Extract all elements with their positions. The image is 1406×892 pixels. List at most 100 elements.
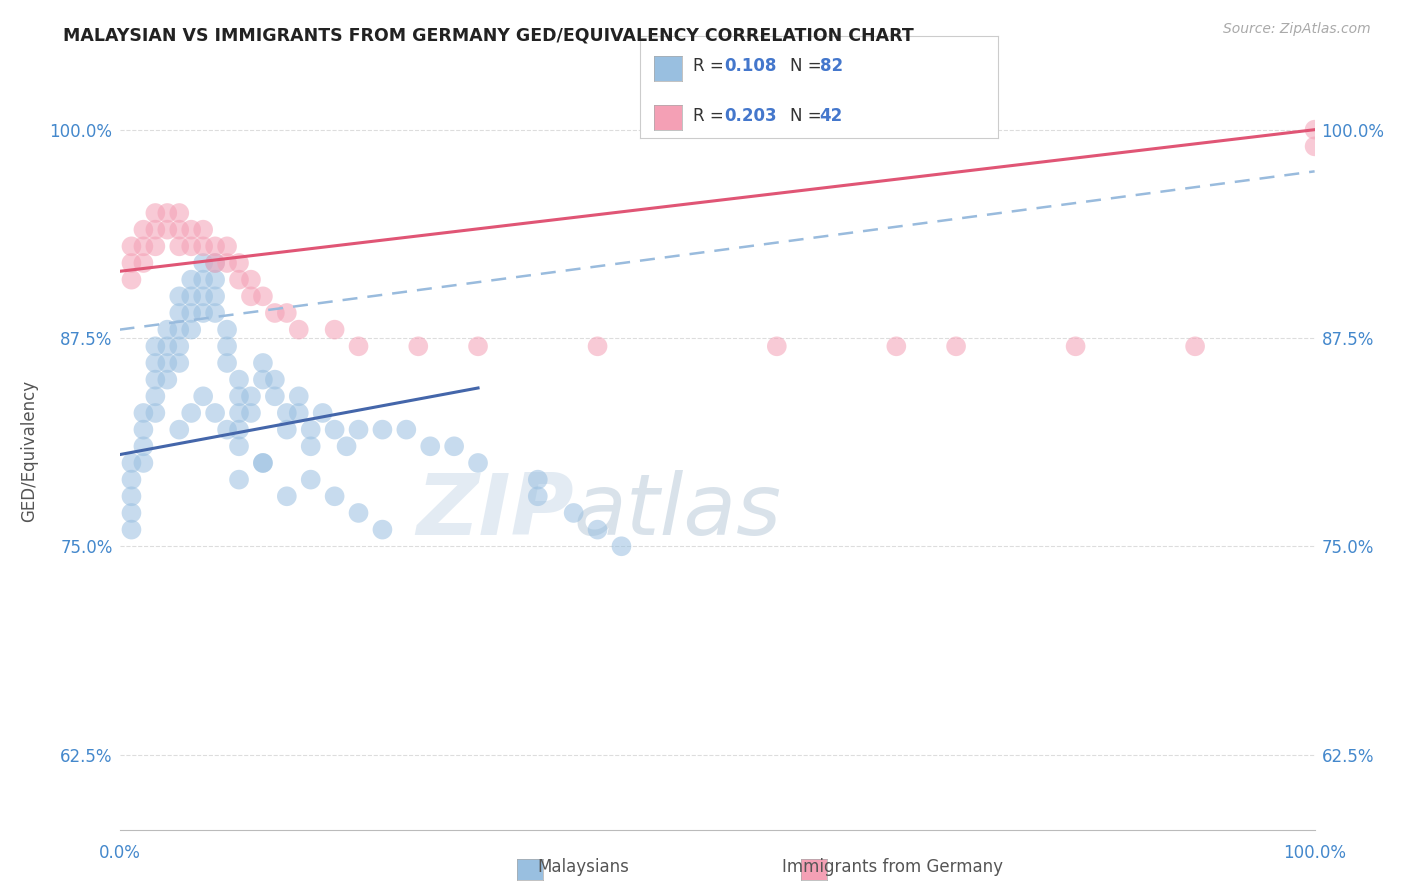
Point (443, 439, 465, 453)
Point (204, 406, 226, 420)
Point (145, 389, 166, 403)
Point (132, 456, 155, 470)
Point (121, 523, 143, 537)
Point (191, 256, 215, 270)
Text: 0.108: 0.108 (724, 57, 776, 76)
Point (1303, 139, 1326, 153)
Point (395, 423, 418, 437)
Point (191, 306, 215, 320)
Point (180, 323, 202, 337)
Point (204, 306, 226, 320)
Point (145, 222, 166, 236)
Point (204, 256, 226, 270)
Point (288, 389, 311, 403)
Text: N =: N = (790, 57, 827, 76)
Point (276, 423, 298, 437)
Point (169, 306, 191, 320)
Point (347, 339, 370, 353)
Text: Source: ZipAtlas.com: Source: ZipAtlas.com (1223, 22, 1371, 37)
Point (180, 273, 202, 287)
Point (264, 373, 287, 387)
Point (217, 356, 239, 370)
Point (180, 239, 202, 253)
Point (276, 406, 298, 420)
Text: 0.0%: 0.0% (98, 844, 141, 862)
Point (586, 523, 609, 537)
Text: 0.203: 0.203 (724, 107, 776, 125)
Point (121, 489, 143, 503)
Text: R =: R = (693, 107, 730, 125)
Point (228, 373, 250, 387)
Point (217, 423, 239, 437)
Text: atlas: atlas (574, 469, 782, 553)
Point (276, 306, 298, 320)
Point (145, 239, 166, 253)
Point (156, 222, 179, 236)
Point (145, 373, 166, 387)
Point (121, 239, 143, 253)
Point (371, 523, 394, 537)
Point (288, 323, 311, 337)
Text: ZIP: ZIP (416, 469, 574, 553)
Point (347, 423, 370, 437)
Point (1303, 122, 1326, 136)
Point (169, 206, 191, 220)
Point (169, 356, 191, 370)
Point (252, 456, 274, 470)
Point (264, 389, 287, 403)
Text: Malaysians: Malaysians (537, 858, 630, 876)
Point (239, 406, 263, 420)
Text: 100.0%: 100.0% (1284, 844, 1346, 862)
Point (217, 323, 239, 337)
Point (156, 373, 179, 387)
Point (121, 256, 143, 270)
Point (610, 539, 633, 553)
Point (132, 222, 155, 236)
Text: N =: N = (790, 107, 827, 125)
Point (169, 339, 191, 353)
Point (228, 473, 250, 487)
Point (239, 389, 263, 403)
Point (121, 473, 143, 487)
Point (180, 406, 202, 420)
Point (264, 306, 287, 320)
Point (252, 356, 274, 370)
Point (204, 256, 226, 270)
Point (419, 439, 441, 453)
Point (527, 473, 550, 487)
Point (467, 456, 489, 470)
Text: 42: 42 (820, 107, 844, 125)
Point (121, 506, 143, 520)
Point (156, 339, 179, 353)
Point (371, 423, 394, 437)
Point (299, 473, 322, 487)
Point (323, 489, 346, 503)
Point (228, 423, 250, 437)
Point (586, 339, 609, 353)
Point (156, 356, 179, 370)
Point (191, 239, 215, 253)
Point (527, 489, 550, 503)
Point (217, 339, 239, 353)
Point (156, 323, 179, 337)
Point (336, 439, 359, 453)
Point (169, 222, 191, 236)
Point (191, 389, 215, 403)
Point (169, 289, 191, 303)
Point (169, 423, 191, 437)
Point (945, 339, 967, 353)
Text: Immigrants from Germany: Immigrants from Germany (782, 858, 1004, 876)
Point (252, 373, 274, 387)
Point (228, 256, 250, 270)
Point (886, 339, 908, 353)
Point (169, 323, 191, 337)
Point (276, 489, 298, 503)
Point (562, 506, 585, 520)
Point (145, 206, 166, 220)
Point (132, 439, 155, 453)
Point (299, 439, 322, 453)
Point (239, 273, 263, 287)
Point (312, 406, 335, 420)
Point (766, 339, 789, 353)
Point (228, 273, 250, 287)
